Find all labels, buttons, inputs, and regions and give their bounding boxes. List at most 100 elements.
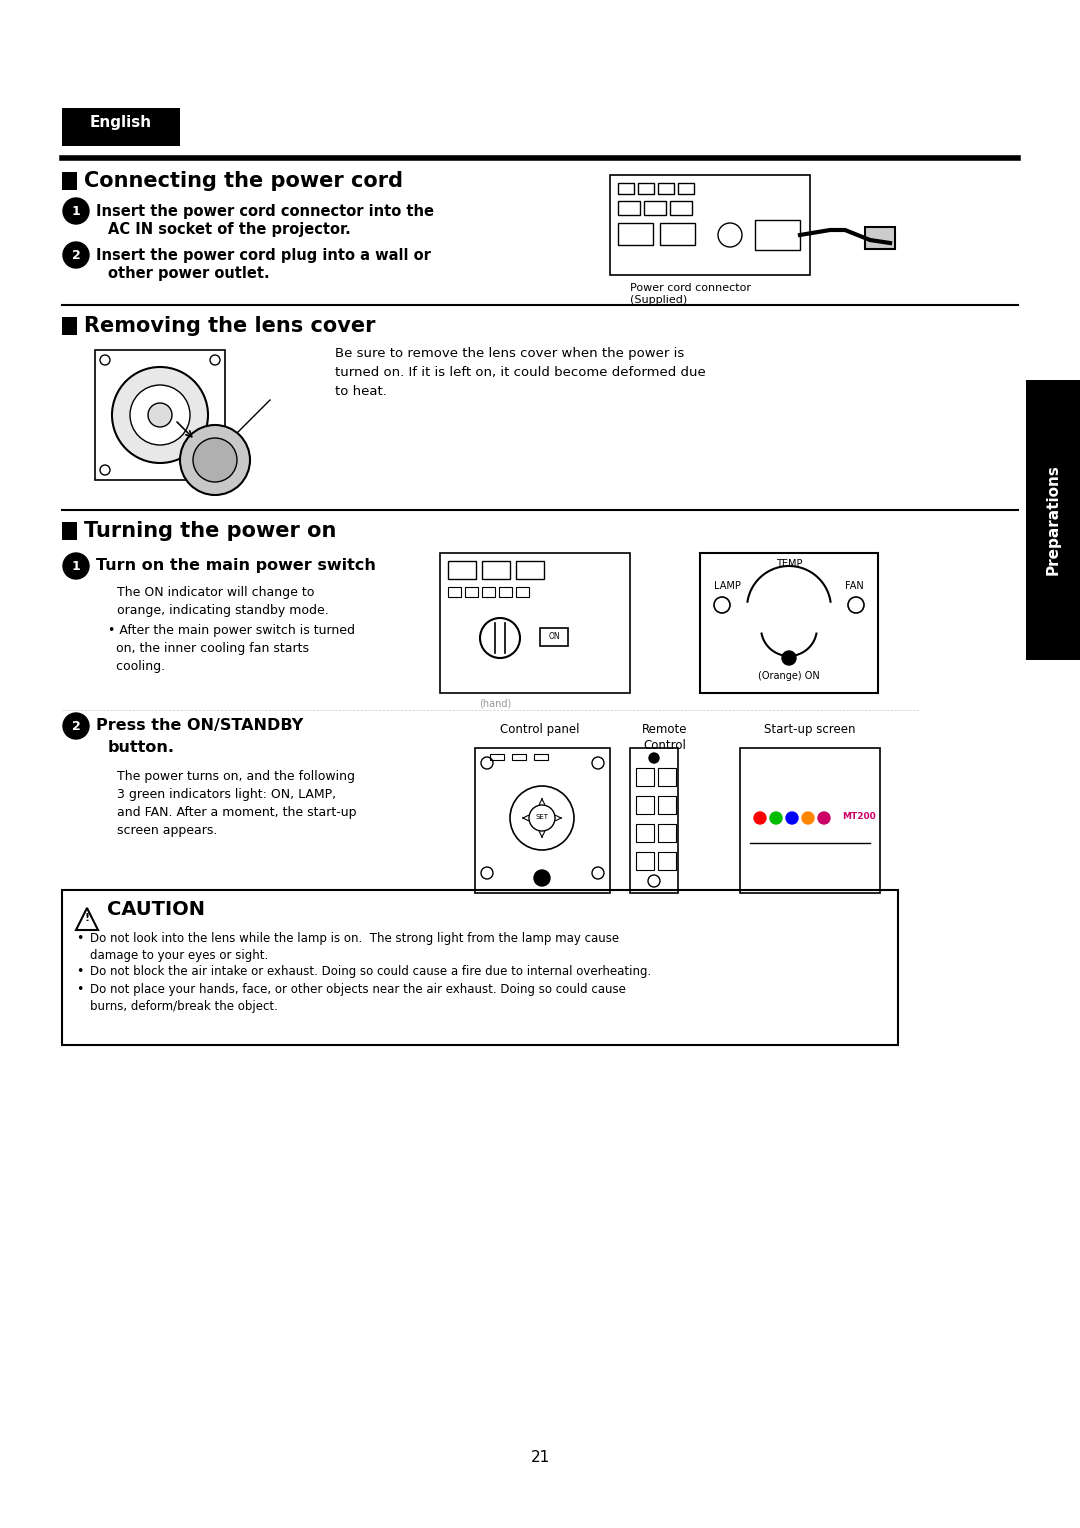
Text: 21: 21 xyxy=(530,1450,550,1465)
Bar xyxy=(62,173,77,189)
Text: The ON indicator will change to
orange, indicating standby mode.: The ON indicator will change to orange, … xyxy=(117,587,328,617)
Circle shape xyxy=(786,811,798,824)
Bar xyxy=(534,753,548,759)
Circle shape xyxy=(802,811,814,824)
Circle shape xyxy=(534,869,550,886)
Text: SET: SET xyxy=(536,814,549,821)
Bar xyxy=(658,183,674,194)
Text: Do not look into the lens while the lamp is on.  The strong light from the lamp : Do not look into the lens while the lamp… xyxy=(90,932,619,963)
Circle shape xyxy=(649,753,659,762)
Bar xyxy=(644,202,666,215)
Circle shape xyxy=(63,553,89,579)
Bar xyxy=(618,223,653,244)
Bar xyxy=(482,561,510,579)
Bar xyxy=(638,183,654,194)
Text: 1: 1 xyxy=(71,559,80,573)
Text: Preparations: Preparations xyxy=(1045,465,1061,576)
Text: Be sure to remove the lens cover when the power is
turned on. If it is left on, : Be sure to remove the lens cover when th… xyxy=(335,347,705,397)
Circle shape xyxy=(148,403,172,426)
Bar xyxy=(440,553,630,694)
Bar xyxy=(658,769,676,785)
Bar xyxy=(636,796,654,814)
Bar xyxy=(660,223,696,244)
Text: Remote
Control: Remote Control xyxy=(643,723,688,752)
Bar xyxy=(540,628,568,646)
Text: ON: ON xyxy=(549,633,559,642)
Bar xyxy=(482,587,495,597)
Text: • After the main power switch is turned
  on, the inner cooling fan starts
  coo: • After the main power switch is turned … xyxy=(108,623,355,672)
Bar xyxy=(740,749,880,892)
Text: Turn on the main power switch: Turn on the main power switch xyxy=(96,558,376,573)
Bar xyxy=(95,350,225,480)
Bar xyxy=(475,749,610,892)
Text: 1: 1 xyxy=(71,205,80,219)
Text: Do not block the air intake or exhaust. Doing so could cause a fire due to inter: Do not block the air intake or exhaust. … xyxy=(90,966,651,978)
Circle shape xyxy=(130,385,190,445)
Bar xyxy=(610,176,810,275)
Bar xyxy=(700,553,878,694)
Text: other power outlet.: other power outlet. xyxy=(108,266,270,281)
Circle shape xyxy=(782,651,796,665)
Bar xyxy=(670,202,692,215)
Bar xyxy=(636,769,654,785)
Text: Start-up screen: Start-up screen xyxy=(765,723,855,736)
Bar xyxy=(516,587,529,597)
Circle shape xyxy=(818,811,831,824)
Circle shape xyxy=(63,241,89,267)
Text: Insert the power cord connector into the: Insert the power cord connector into the xyxy=(96,205,434,219)
Bar xyxy=(448,587,461,597)
Bar xyxy=(865,228,895,249)
Text: button.: button. xyxy=(108,740,175,755)
Circle shape xyxy=(63,714,89,740)
Circle shape xyxy=(63,199,89,225)
Bar xyxy=(658,824,676,842)
Text: •: • xyxy=(76,983,83,996)
Bar xyxy=(448,561,476,579)
Circle shape xyxy=(193,439,237,481)
Bar xyxy=(636,824,654,842)
Bar xyxy=(512,753,526,759)
Bar xyxy=(490,753,504,759)
Bar xyxy=(678,183,694,194)
Text: Power cord connector: Power cord connector xyxy=(630,283,751,293)
Text: CAUTION: CAUTION xyxy=(107,900,205,918)
Bar xyxy=(630,749,678,892)
Text: AC IN socket of the projector.: AC IN socket of the projector. xyxy=(108,222,351,237)
Bar xyxy=(62,523,77,539)
Text: Do not place your hands, face, or other objects near the air exhaust. Doing so c: Do not place your hands, face, or other … xyxy=(90,983,626,1013)
Text: Turning the power on: Turning the power on xyxy=(84,521,336,541)
Circle shape xyxy=(754,811,766,824)
Bar xyxy=(658,853,676,869)
Text: (hand): (hand) xyxy=(478,698,511,707)
Bar xyxy=(755,220,800,251)
Bar xyxy=(658,796,676,814)
Circle shape xyxy=(180,425,249,495)
Text: !: ! xyxy=(84,914,90,923)
Bar xyxy=(62,889,897,1045)
Bar xyxy=(465,587,478,597)
Bar xyxy=(1026,380,1080,660)
Text: •: • xyxy=(76,932,83,944)
Bar xyxy=(62,108,180,147)
Text: 2: 2 xyxy=(71,720,80,733)
Text: English: English xyxy=(90,115,152,130)
Text: Connecting the power cord: Connecting the power cord xyxy=(84,171,403,191)
Bar xyxy=(636,853,654,869)
Text: MT200: MT200 xyxy=(842,811,876,821)
Bar xyxy=(499,587,512,597)
Bar xyxy=(516,561,544,579)
Text: Removing the lens cover: Removing the lens cover xyxy=(84,316,376,336)
Text: TEMP: TEMP xyxy=(775,559,802,568)
Text: •: • xyxy=(76,966,83,978)
Text: (Orange) ON: (Orange) ON xyxy=(758,671,820,681)
Bar xyxy=(62,316,77,335)
Text: Control panel: Control panel xyxy=(500,723,580,736)
Circle shape xyxy=(112,367,208,463)
Text: LAMP: LAMP xyxy=(714,581,741,591)
Text: (Supplied): (Supplied) xyxy=(630,295,687,306)
Text: Insert the power cord plug into a wall or: Insert the power cord plug into a wall o… xyxy=(96,248,431,263)
Text: Press the ON/STANDBY: Press the ON/STANDBY xyxy=(96,718,303,733)
Bar xyxy=(618,183,634,194)
Bar xyxy=(618,202,640,215)
Circle shape xyxy=(770,811,782,824)
